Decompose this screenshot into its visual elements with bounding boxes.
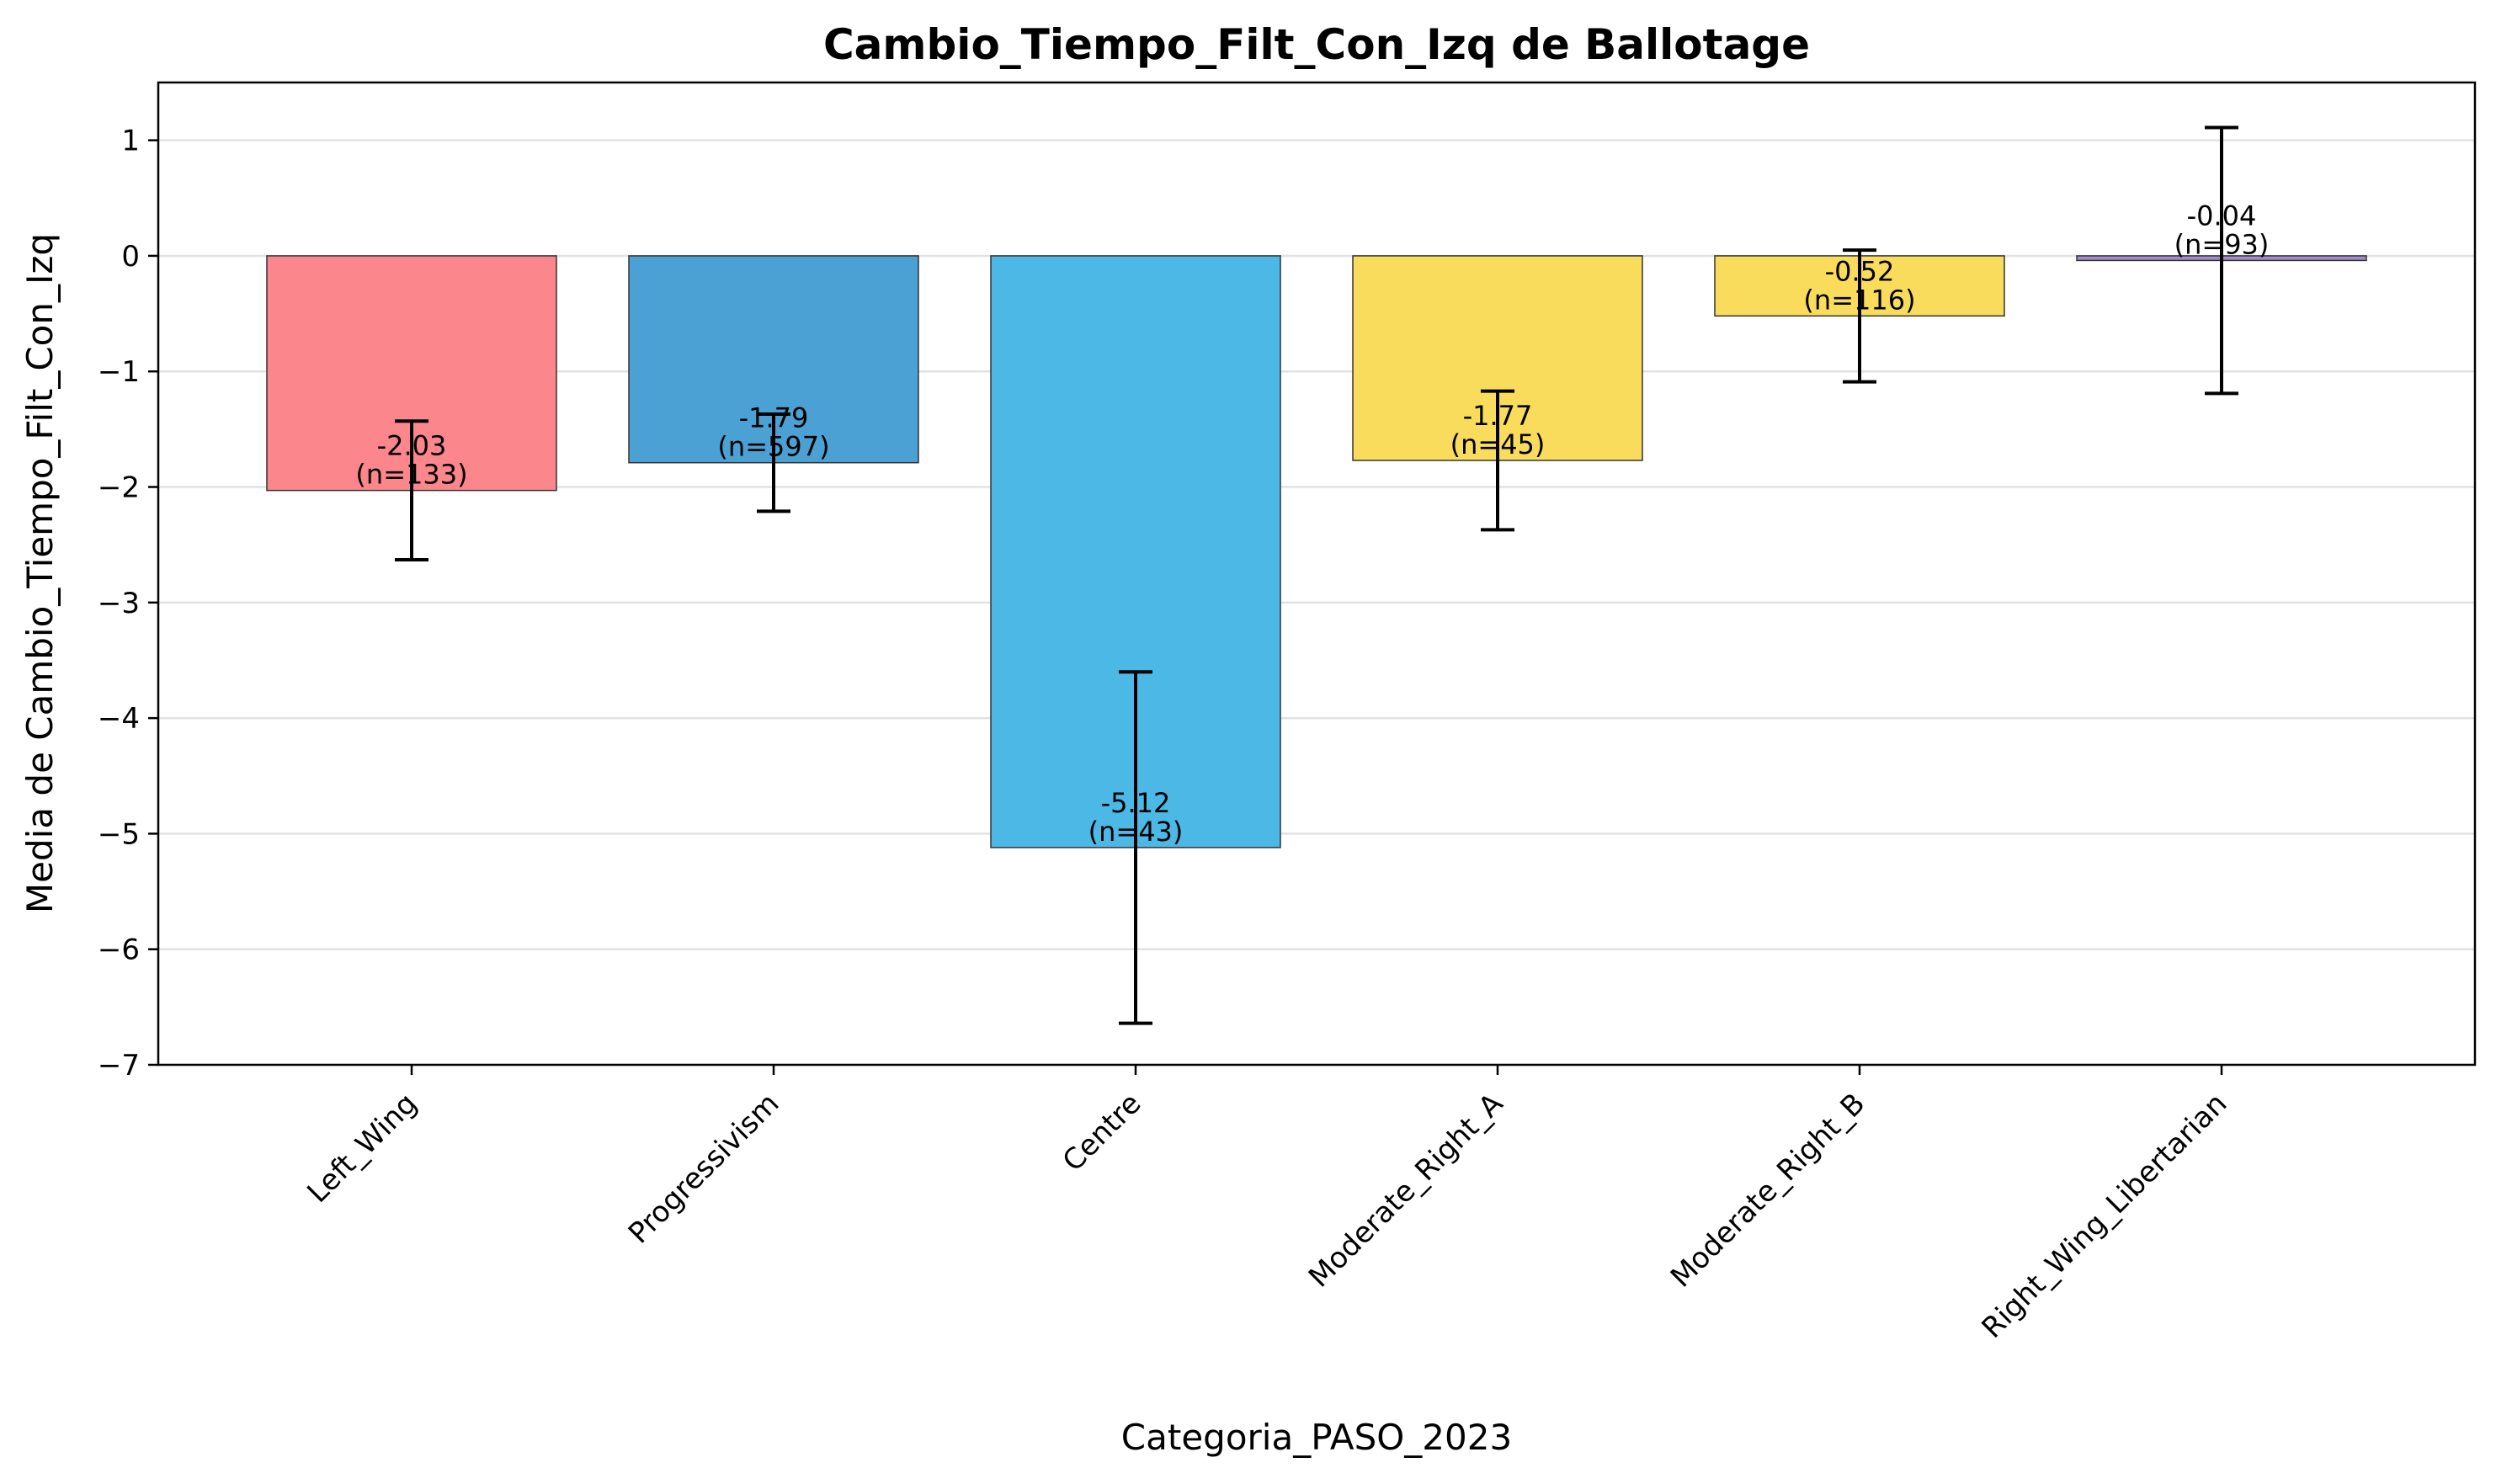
value-label: -0.52 bbox=[1825, 255, 1895, 287]
n-label: (n=133) bbox=[355, 459, 467, 491]
value-label: -1.79 bbox=[739, 402, 809, 434]
y-tick-label: −5 bbox=[98, 817, 140, 851]
y-tick-label: −1 bbox=[98, 355, 140, 389]
value-label: -2.03 bbox=[377, 430, 447, 462]
y-tick-label: −2 bbox=[98, 471, 140, 505]
y-tick-label: 0 bbox=[121, 240, 140, 274]
n-label: (n=116) bbox=[1803, 284, 1915, 316]
x-axis-label: Categoria_PASO_2023 bbox=[1121, 1417, 1512, 1458]
n-label: (n=43) bbox=[1088, 816, 1184, 848]
n-label: (n=93) bbox=[2174, 228, 2270, 260]
y-axis: 1 0 −1 −2 −3 −4 −5 −6 −7 bbox=[98, 125, 158, 1082]
y-tick-label: −6 bbox=[98, 933, 140, 967]
y-axis-label: Media de Cambio_Tiempo_Filt_Con_Izq bbox=[19, 233, 61, 913]
y-tick-label: −7 bbox=[98, 1049, 140, 1082]
y-tick-label: −3 bbox=[98, 587, 140, 620]
y-tick-label: 1 bbox=[121, 125, 140, 158]
plot-frame bbox=[157, 81, 2477, 1066]
error-bars bbox=[395, 125, 2238, 1025]
value-label: -0.04 bbox=[2187, 199, 2257, 231]
value-label: -1.77 bbox=[1463, 400, 1533, 432]
n-label: (n=597) bbox=[717, 431, 829, 463]
value-label: -5.12 bbox=[1101, 787, 1171, 819]
y-tick-label: −4 bbox=[98, 702, 140, 736]
chart-title: Cambio_Tiempo_Filt_Con_Izq de Ballotage bbox=[823, 20, 1810, 69]
n-label: (n=45) bbox=[1450, 428, 1546, 460]
data-labels: -2.03(n=133) -1.79(n=597) -5.12(n=43) -1.77… bbox=[355, 199, 2269, 847]
